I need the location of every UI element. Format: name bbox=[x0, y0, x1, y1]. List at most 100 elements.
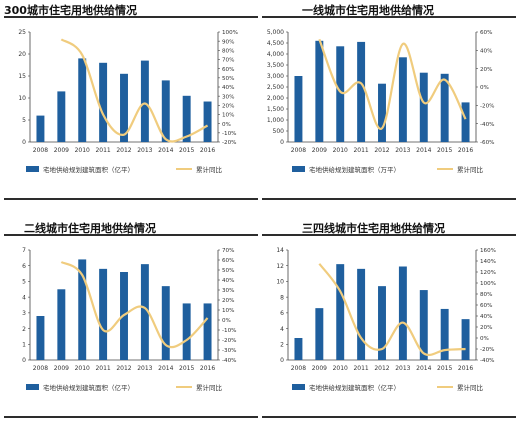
title-rule bbox=[4, 234, 258, 236]
legend-bar-item: 宅地供给规划建筑面积（亿平） bbox=[292, 382, 400, 392]
x-tick-label: 2008 bbox=[291, 365, 306, 372]
legend-line-swatch bbox=[437, 386, 453, 388]
right-tick-label: -20% bbox=[480, 104, 494, 110]
bar-2016 bbox=[461, 102, 470, 142]
chart-panel-tier1-cities: 一线城市住宅用地供给情况 0 500 1,000 1,500 2,000 2,500 3,0… bbox=[262, 2, 516, 202]
x-tick-label: 2008 bbox=[33, 365, 48, 372]
left-tick-label: 6 bbox=[22, 263, 26, 270]
chart-panel-tier2-cities: 二线城市住宅用地供给情况 0 1 2 3 4 5 6 7 -40% -30% -20% -10% 0% 1… bbox=[4, 220, 258, 420]
x-tick-label: 2010 bbox=[333, 365, 348, 372]
right-tick-label: -10% bbox=[222, 131, 236, 137]
x-tick-label: 2012 bbox=[116, 365, 131, 372]
left-tick-label: 3,000 bbox=[267, 73, 284, 80]
right-tick-label: 140% bbox=[480, 259, 496, 265]
x-tick-label: 2011 bbox=[95, 365, 110, 372]
left-tick-label: 12 bbox=[276, 263, 284, 270]
legend-line-label: 累计同比 bbox=[196, 166, 222, 174]
x-tick-label: 2008 bbox=[291, 147, 306, 154]
right-tick-label: 20% bbox=[480, 67, 492, 73]
x-tick-label: 2015 bbox=[437, 147, 452, 154]
x-tick-label: 2014 bbox=[416, 147, 431, 154]
bar-2013 bbox=[398, 57, 407, 142]
left-tick-label: 7 bbox=[22, 247, 26, 254]
legend-bar-item: 宅地供给规划建筑面积（万平） bbox=[292, 164, 400, 174]
x-tick-label: 2009 bbox=[312, 365, 327, 372]
left-tick-label: 25 bbox=[18, 29, 26, 36]
bar-2008 bbox=[294, 76, 303, 142]
left-tick-label: 1 bbox=[22, 341, 26, 348]
right-tick-label: -40% bbox=[480, 122, 494, 128]
bar-2012 bbox=[378, 286, 386, 360]
bar-2014 bbox=[419, 72, 428, 142]
x-tick-label: 2010 bbox=[333, 147, 348, 154]
right-tick-label: 70% bbox=[222, 58, 234, 64]
right-tick-label: 10% bbox=[222, 308, 234, 314]
legend-line-swatch bbox=[437, 168, 453, 170]
right-tick-label: -20% bbox=[222, 338, 236, 344]
chart-svg: 0 2 4 6 8 10 12 14 -40% -20% 0% 20% 40% 60% 80% 100% 120… bbox=[276, 247, 496, 372]
bar-2010 bbox=[336, 264, 345, 360]
right-tick-label: 20% bbox=[480, 325, 492, 331]
x-tick-label: 2009 bbox=[312, 147, 327, 154]
bar-2011 bbox=[357, 268, 366, 360]
right-tick-label: 10% bbox=[222, 113, 234, 119]
x-tick-label: 2008 bbox=[33, 147, 48, 154]
right-tick-label: 50% bbox=[222, 268, 234, 274]
x-tick-label: 2011 bbox=[353, 365, 368, 372]
legend-line-swatch bbox=[176, 386, 192, 388]
chart-legend: 宅地供给规划建筑面积（万平） 累计同比 bbox=[262, 162, 516, 176]
chart-svg: 0 5 10 15 20 25 -20% -10% 0% 10% 20% 30% 40% 50% 60% 70… bbox=[18, 29, 238, 154]
bar-2016 bbox=[461, 319, 470, 360]
right-tick-label: 60% bbox=[222, 258, 234, 264]
title-rule bbox=[4, 16, 258, 18]
x-tick-label: 2009 bbox=[54, 147, 69, 154]
right-tick-label: -40% bbox=[480, 358, 494, 364]
legend-bar-label: 宅地供给规划建筑面积（万平） bbox=[309, 166, 400, 174]
left-tick-label: 5,000 bbox=[267, 29, 284, 36]
right-tick-label: 0% bbox=[480, 336, 489, 342]
bar-2009 bbox=[57, 91, 66, 142]
legend-bar-label: 宅地供给规划建筑面积（亿平） bbox=[43, 166, 134, 174]
x-tick-label: 2013 bbox=[395, 147, 410, 154]
bar-2009 bbox=[57, 289, 66, 360]
left-tick-label: 10 bbox=[276, 279, 284, 286]
x-tick-label: 2013 bbox=[137, 147, 152, 154]
x-tick-label: 2013 bbox=[395, 365, 410, 372]
legend-line-item: 累计同比 bbox=[176, 382, 222, 392]
left-tick-label: 4 bbox=[280, 326, 284, 333]
x-tick-label: 2014 bbox=[158, 365, 173, 372]
chart-svg: 0 1 2 3 4 5 6 7 -40% -30% -20% -10% 0% 10% 20% 30% 40% 50… bbox=[22, 247, 236, 372]
right-tick-label: 30% bbox=[222, 288, 234, 294]
bar-2013 bbox=[398, 266, 407, 360]
bar-2008 bbox=[36, 115, 45, 142]
left-tick-label: 3 bbox=[22, 310, 26, 317]
bar-2008 bbox=[36, 316, 45, 360]
left-tick-label: 1,000 bbox=[267, 117, 284, 124]
bar-2012 bbox=[378, 83, 386, 142]
right-tick-label: 0% bbox=[480, 85, 489, 91]
bar-2016 bbox=[203, 303, 212, 360]
chart-svg: 0 500 1,000 1,500 2,000 2,500 3,000 3,500 4,000 4… bbox=[267, 29, 495, 154]
right-tick-label: 0% bbox=[222, 122, 231, 128]
chart-title: 三四线城市住宅用地供给情况 bbox=[302, 222, 445, 235]
right-tick-label: 30% bbox=[222, 94, 234, 100]
left-tick-label: 2,500 bbox=[267, 84, 284, 91]
chart-title: 300城市住宅用地供给情况 bbox=[4, 4, 137, 17]
x-tick-label: 2015 bbox=[179, 365, 194, 372]
bar-2015 bbox=[440, 73, 449, 142]
right-tick-label: -10% bbox=[222, 328, 236, 334]
legend-line-label: 累计同比 bbox=[457, 166, 483, 174]
bar-2012 bbox=[120, 73, 128, 142]
legend-line-item: 累计同比 bbox=[437, 164, 483, 174]
x-tick-label: 2010 bbox=[75, 365, 90, 372]
bar-2014 bbox=[161, 286, 170, 360]
chart-legend: 宅地供给规划建筑面积（亿平） 累计同比 bbox=[4, 162, 258, 176]
bottom-rule bbox=[262, 416, 516, 418]
legend-line-label: 累计同比 bbox=[457, 384, 483, 392]
left-tick-label: 20 bbox=[18, 51, 26, 58]
legend-line-item: 累计同比 bbox=[437, 382, 483, 392]
left-tick-label: 6 bbox=[280, 310, 284, 317]
right-tick-label: 50% bbox=[222, 76, 234, 82]
left-tick-label: 4 bbox=[22, 294, 26, 301]
yoy-line bbox=[318, 38, 467, 130]
